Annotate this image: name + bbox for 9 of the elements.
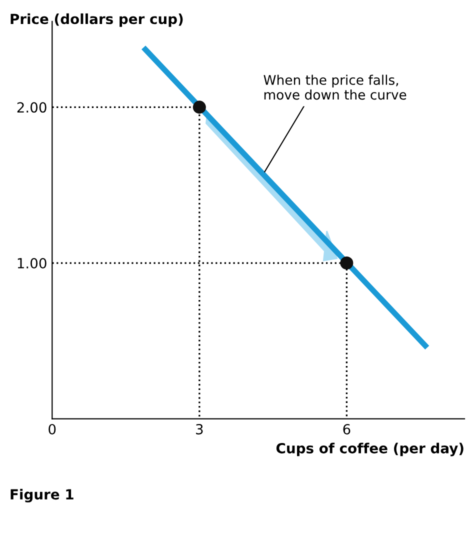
y-axis-title: Price (dollars per cup) bbox=[10, 13, 183, 27]
caption: Figure 1 bbox=[10, 488, 74, 502]
y-tick-label: 1.00 bbox=[18, 258, 46, 268]
x-axis-title: Cups of coffee (per day) bbox=[276, 442, 464, 456]
x-tick-label: 0 bbox=[48, 424, 56, 434]
x-tick-label: 3 bbox=[196, 424, 203, 434]
annotation: When the price falls, move down the curve bbox=[264, 74, 406, 100]
x-tick-label: 6 bbox=[343, 424, 350, 434]
y-tick-label: 2.00 bbox=[17, 102, 46, 113]
